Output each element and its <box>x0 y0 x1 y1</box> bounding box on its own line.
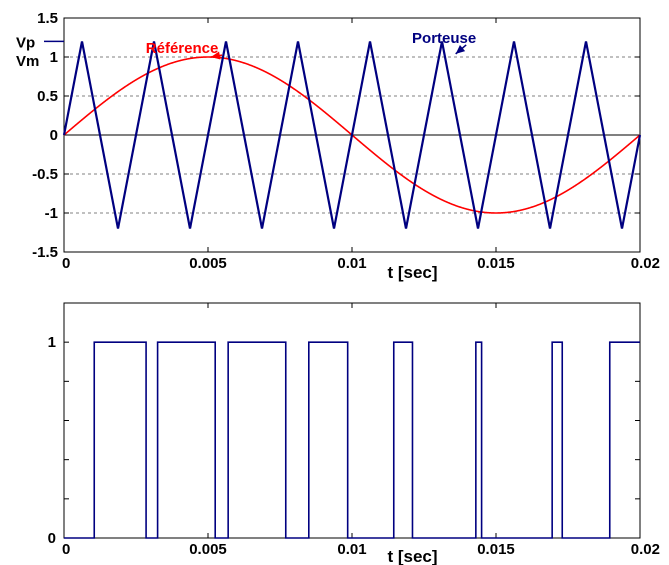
y-tick-label: 0 <box>50 127 58 144</box>
plot-frame <box>63 302 641 539</box>
x-tick-label: 0.005 <box>189 541 227 558</box>
x-tick-label: 0 <box>62 541 70 558</box>
top-chart: 0 0.005 0.01 0.015 0.02 -1.5 -1 -0.5 0 0.5 1 1.5 t [… <box>16 10 660 282</box>
annotation-label: Référence <box>146 40 219 57</box>
x-axis-label: t [sec] <box>387 547 437 565</box>
pwm-signal-line <box>64 341 640 539</box>
side-label: Vm <box>16 53 39 70</box>
y-tick-label: 1.5 <box>37 10 58 27</box>
x-tick-label: 0.01 <box>337 541 366 558</box>
x-tick-label: 0.01 <box>337 255 366 272</box>
annotation-label: Porteuse <box>412 30 476 47</box>
y-tick-label: -0.5 <box>32 166 58 183</box>
x-tick-label: 0.005 <box>189 255 227 272</box>
bottom-chart: 0 0.005 0.01 0.015 0.02 0 1 t [sec] <box>48 302 660 565</box>
x-tick-label: 0.02 <box>631 255 660 272</box>
y-tick-label: 0 <box>48 530 56 547</box>
x-tick-label: 0 <box>62 255 70 272</box>
side-label: Vp <box>16 34 35 51</box>
x-tick-label: 0.015 <box>477 541 515 558</box>
carrier-triangle-line <box>62 41 642 229</box>
y-tick-label: 0.5 <box>37 88 58 105</box>
y-tick-label: -1 <box>45 205 58 222</box>
y-tick-label: -1.5 <box>32 244 58 261</box>
y-tick-label: 1 <box>50 49 58 66</box>
x-tick-label: 0.015 <box>477 255 515 272</box>
annotation-arrowhead <box>210 51 221 60</box>
y-tick-label: 1 <box>48 334 56 351</box>
x-tick-label: 0.02 <box>631 541 660 558</box>
x-axis-label: t [sec] <box>387 263 437 282</box>
annotation-arrowhead <box>455 45 466 54</box>
